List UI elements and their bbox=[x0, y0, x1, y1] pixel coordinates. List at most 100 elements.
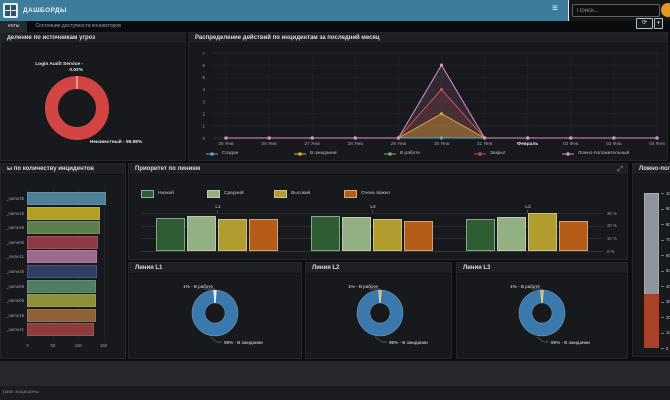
legend-item-В ожидании[interactable]: В ожидании bbox=[294, 151, 337, 159]
panel-threat-sources: Login Audit Service - 0.02% Неизвестный … bbox=[0, 32, 186, 161]
tab-connectors[interactable]: Состояние доступности коннекторов bbox=[35, 23, 121, 29]
donut-bottom-label: 99% - В ожидании bbox=[224, 339, 263, 345]
panel-line-l3: 1% - В работе 99% - В ожидании Линия L3 bbox=[456, 262, 628, 359]
gauge-scale-label: 80 bbox=[666, 221, 670, 227]
x-tick: 100 bbox=[74, 343, 82, 348]
gridline bbox=[52, 188, 54, 340]
bar-label: _name06 bbox=[6, 239, 24, 245]
x-tick: 27 Янв bbox=[305, 141, 321, 147]
bar-chart-body: 0 50 100 150 _name35 _name15 _name49 _name06 _na… bbox=[1, 164, 125, 358]
bar-label: _name35 bbox=[6, 196, 24, 201]
legend-item-Закрыт[interactable]: Закрыт bbox=[474, 151, 506, 159]
y-tick: 2 bbox=[202, 112, 205, 117]
small-slice-pct: 0.02% bbox=[69, 68, 83, 73]
x-tick: 50 bbox=[50, 343, 56, 348]
legend-label: Низкий bbox=[158, 191, 174, 196]
panel-header: Приоритет по линиям bbox=[129, 164, 627, 175]
bar-label: _name05 bbox=[6, 298, 24, 304]
legend-item-В работе[interactable]: В работе bbox=[384, 151, 420, 159]
legend-label: Высокий bbox=[291, 191, 311, 196]
topbar: ДАШБОРДЫ ≡ bbox=[0, 0, 568, 21]
y-tick: 5 bbox=[202, 75, 205, 80]
priority-bar bbox=[218, 219, 247, 251]
y-tick: 1 bbox=[202, 124, 205, 129]
gauge-scale-label: 0 bbox=[666, 345, 669, 351]
panel-header: Распределение действий по инцидентам за … bbox=[189, 33, 667, 44]
bar-_name05 bbox=[27, 294, 97, 308]
y-tick: 20 % bbox=[607, 223, 617, 229]
panel-title: Линия L3 bbox=[463, 265, 491, 271]
legend-item-Создан[interactable]: Создан bbox=[206, 151, 238, 159]
refresh-icon[interactable]: ⟳ bbox=[636, 18, 653, 29]
panel-title: Ложно-полож bbox=[639, 166, 670, 172]
gauge-scale-label: 60 bbox=[666, 252, 670, 258]
x-tick: 0 bbox=[26, 343, 29, 348]
panel-line-l1: 1% - В работе 99% - В ожидании Линия L1 bbox=[128, 262, 302, 359]
gridline bbox=[141, 213, 603, 214]
bar-_name15 bbox=[27, 206, 100, 220]
refresh-interval-dropdown[interactable]: ▾ bbox=[654, 18, 663, 29]
priority-bar bbox=[373, 219, 402, 251]
gridline bbox=[141, 251, 603, 252]
line-donut-chart bbox=[191, 288, 239, 343]
x-tick: 29 Янв bbox=[391, 141, 407, 147]
expand-icon[interactable]: ⤢ bbox=[617, 166, 623, 173]
gridline bbox=[141, 238, 603, 240]
search-input[interactable] bbox=[572, 4, 660, 17]
priority-bar bbox=[528, 212, 557, 251]
actions-line-chart: 7 6 5 4 3 2 1 0 25 Янв 26 Янв 27 Янв 28 Янв 29 Янв 30… bbox=[202, 51, 665, 147]
gauge-tick bbox=[661, 208, 664, 210]
gauge-fill bbox=[644, 293, 659, 348]
user-avatar[interactable] bbox=[661, 3, 670, 17]
legend-item-Ложно-положительный[interactable]: Ложно-положительный bbox=[562, 151, 629, 159]
x-tick: 02 Фев bbox=[563, 141, 579, 147]
bar-_name11 bbox=[27, 250, 98, 264]
group-tick bbox=[527, 210, 528, 213]
gauge-tick bbox=[661, 193, 664, 194]
bar-label: _name11 bbox=[6, 254, 24, 260]
donut-top-label: 1% - В работе bbox=[510, 284, 540, 289]
gauge-scale-label: 70 bbox=[666, 237, 670, 242]
panel-header: деление по источникам угроз bbox=[1, 33, 185, 44]
panel-header: Ложно-полож bbox=[633, 164, 670, 175]
line-donut-chart bbox=[356, 288, 404, 343]
app-logo-icon[interactable] bbox=[3, 3, 18, 18]
y-tick: 0 bbox=[202, 136, 205, 141]
line-chart-body: 7 6 5 4 3 2 1 0 25 Янв 26 Янв 27 Янв 28 Янв 29 Янв 30… bbox=[189, 33, 667, 160]
priority-bar bbox=[156, 218, 185, 251]
x-tick: 25 Янв bbox=[218, 141, 234, 147]
bar-_name25 bbox=[27, 265, 97, 278]
tab-incidents[interactable]: енты bbox=[0, 21, 28, 32]
group-tick bbox=[372, 210, 373, 213]
donut-bottom-label: 99% - В ожидании bbox=[389, 339, 428, 345]
gauge-body: 1009080706050403020100 bbox=[633, 164, 670, 356]
gauge-scale-label: 10 bbox=[666, 330, 670, 335]
donut-top-label: 1% - В работе bbox=[183, 284, 213, 289]
legend-swatch-Высокий bbox=[274, 190, 287, 198]
priority-bar bbox=[249, 219, 278, 251]
refresh-controls: ⟳ ▾ bbox=[636, 18, 663, 29]
gauge-tick bbox=[661, 270, 664, 272]
panel-title: деление по источникам угроз bbox=[7, 35, 96, 41]
x-tick: 31 Янв bbox=[477, 141, 493, 147]
bar-_name41 bbox=[27, 323, 95, 337]
donut-l1-body: 1% - В работе 99% - В ожидании bbox=[129, 263, 301, 358]
bar-label: _name41 bbox=[6, 327, 24, 333]
panel-line-l2: 1% - В работе 99% - В ожидании Линия L2 bbox=[305, 262, 452, 359]
priority-bar bbox=[342, 216, 371, 251]
app-title: ДАШБОРДЫ bbox=[23, 7, 67, 14]
menu-icon[interactable]: ≡ bbox=[552, 3, 558, 14]
bar-_name18 bbox=[27, 308, 96, 322]
gridline bbox=[78, 188, 80, 340]
gauge-tick bbox=[661, 286, 664, 287]
donut-bottom-label: 99% - В ожидании bbox=[551, 339, 590, 345]
donut-l3-body: 1% - В работе 99% - В ожидании bbox=[457, 263, 627, 358]
bar-_name58 bbox=[27, 279, 97, 293]
gauge-scale-label: 40 bbox=[666, 283, 670, 289]
gauge-tick bbox=[661, 224, 664, 225]
y-tick: 6 bbox=[202, 63, 205, 68]
panel-title: Приоритет по линиям bbox=[135, 166, 201, 172]
group-tick bbox=[217, 210, 218, 213]
gauge-tick bbox=[661, 239, 664, 241]
gauge-scale-label: 50 bbox=[666, 268, 670, 273]
